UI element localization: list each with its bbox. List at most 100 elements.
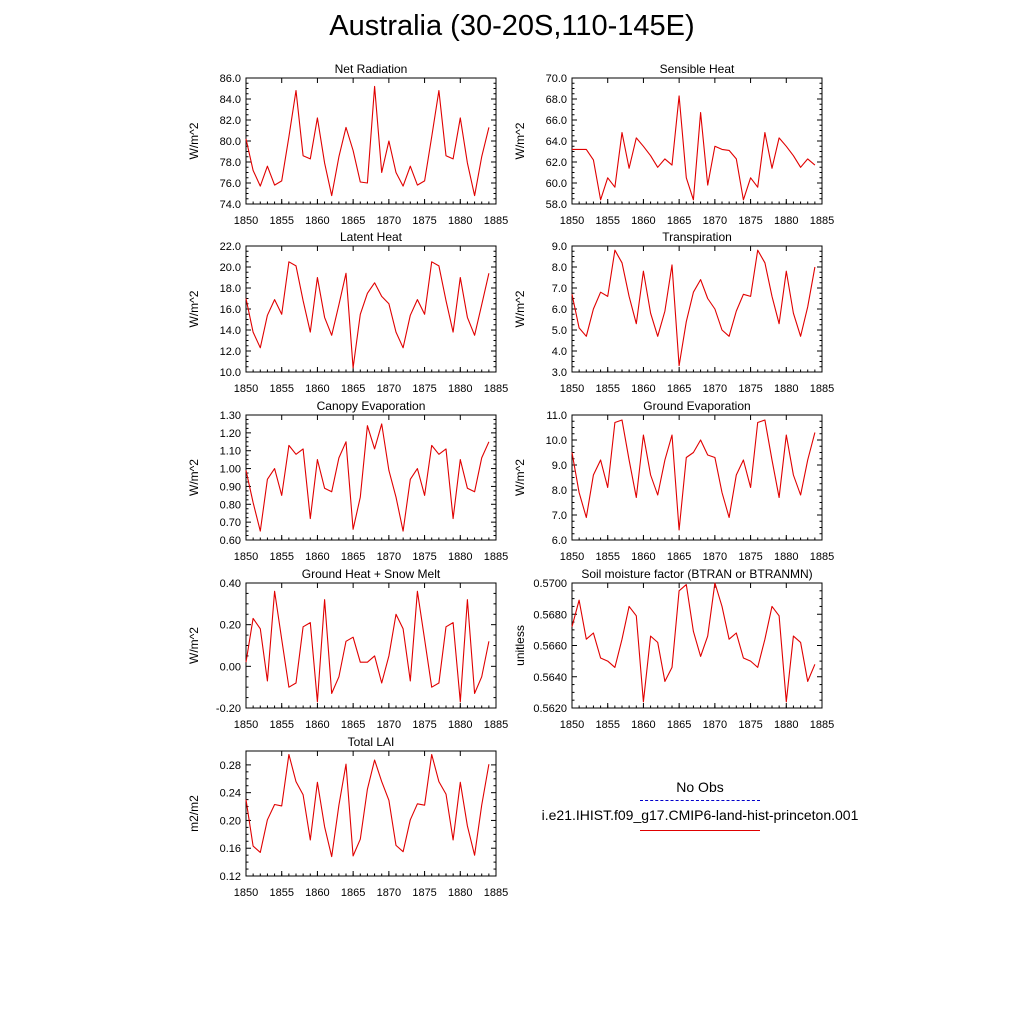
- y-tick-label: 78.0: [220, 157, 241, 169]
- series-line: [571, 249, 816, 367]
- x-tick-label: 1875: [412, 887, 436, 899]
- series-line: [245, 753, 490, 858]
- y-tick-label: 1.20: [220, 428, 241, 440]
- x-tick-label: 1860: [305, 551, 329, 563]
- x-tick-label: 1855: [595, 383, 619, 395]
- y-tick-label: 9.0: [552, 460, 567, 472]
- y-tick-label: 10.0: [546, 435, 567, 447]
- panel-2: Sensible Heat W/m^2 1850 1855 1860 1865 1870 18…: [513, 62, 834, 227]
- x-tick-label: 1880: [774, 383, 798, 395]
- panel-7: Ground Heat + Snow Melt W/m^2 1850 1855 1860…: [187, 567, 508, 731]
- x-tick-label: 1885: [484, 215, 508, 227]
- x-tick-label: 1855: [269, 887, 293, 899]
- panel-9: Total LAI m2/m2 1850 1855 1860 1865 1870 1875 18…: [187, 735, 508, 899]
- x-tick-label: 1865: [667, 383, 691, 395]
- y-tick-label: 62.0: [546, 157, 567, 169]
- x-tick-label: 1885: [810, 719, 834, 731]
- x-tick-label: 1885: [484, 719, 508, 731]
- y-axis-label: m2/m2: [187, 795, 201, 832]
- x-tick-label: 1870: [703, 383, 727, 395]
- x-tick-label: 1860: [631, 215, 655, 227]
- y-tick-label: 16.0: [220, 304, 241, 316]
- y-tick-label: 0.90: [220, 481, 241, 493]
- y-tick-label: 0.28: [220, 760, 241, 772]
- panel-3: Latent Heat W/m^2 1850 1855 1860 1865 1870 1875…: [187, 230, 508, 395]
- x-tick-label: 1855: [269, 551, 293, 563]
- x-tick-label: 1880: [448, 215, 472, 227]
- x-tick-label: 1865: [341, 215, 365, 227]
- x-tick-label: 1850: [234, 719, 258, 731]
- y-tick-label: 0.20: [220, 620, 241, 632]
- panel-title: Total LAI: [348, 735, 395, 749]
- y-tick-label: 1.00: [220, 464, 241, 476]
- x-tick-label: 1870: [377, 719, 401, 731]
- plot-frame: [245, 750, 497, 877]
- y-tick-label: 0.12: [220, 871, 241, 883]
- y-tick-label: 0.5640: [533, 672, 567, 684]
- x-tick-label: 1885: [484, 551, 508, 563]
- legend-obs-line: [640, 800, 760, 801]
- y-tick-label: 80.0: [220, 136, 241, 148]
- x-tick-label: 1855: [269, 383, 293, 395]
- x-tick-label: 1885: [484, 383, 508, 395]
- y-tick-label: 3.0: [552, 367, 567, 379]
- y-tick-label: 60.0: [546, 178, 567, 190]
- y-tick-label: 70.0: [546, 73, 567, 85]
- y-axis-label: W/m^2: [187, 459, 201, 496]
- x-tick-label: 1855: [269, 719, 293, 731]
- panel-title: Latent Heat: [340, 230, 403, 244]
- y-tick-label: 0.60: [220, 535, 241, 547]
- x-tick-label: 1860: [305, 887, 329, 899]
- series-line: [245, 590, 490, 703]
- legend-model-line: [640, 830, 760, 831]
- x-tick-label: 1855: [595, 215, 619, 227]
- x-tick-label: 1865: [667, 719, 691, 731]
- y-tick-label: 0.5620: [533, 703, 567, 715]
- x-tick-label: 1885: [484, 887, 508, 899]
- y-tick-label: 0.70: [220, 517, 241, 529]
- series-line: [245, 85, 490, 197]
- series-line: [571, 419, 816, 531]
- x-tick-label: 1865: [667, 551, 691, 563]
- x-tick-label: 1850: [560, 215, 584, 227]
- x-tick-label: 1875: [738, 719, 762, 731]
- y-tick-label: 8.0: [552, 262, 567, 274]
- y-tick-label: 0.40: [220, 578, 241, 590]
- x-tick-label: 1870: [377, 887, 401, 899]
- y-axis-label: W/m^2: [513, 122, 527, 159]
- y-tick-label: -0.20: [216, 703, 241, 715]
- y-tick-label: 86.0: [220, 73, 241, 85]
- x-tick-label: 1880: [448, 887, 472, 899]
- panel-4: Transpiration W/m^2 1850 1855 1860 1865 1870 18…: [513, 230, 834, 395]
- y-tick-label: 66.0: [546, 115, 567, 127]
- x-tick-label: 1875: [738, 215, 762, 227]
- y-tick-label: 5.0: [552, 325, 567, 337]
- panel-title: Soil moisture factor (BTRAN or BTRANMN): [581, 567, 812, 581]
- x-tick-label: 1860: [631, 719, 655, 731]
- panel-6: Ground Evaporation W/m^2 1850 1855 1860 1865 1…: [513, 399, 834, 563]
- x-tick-label: 1880: [448, 551, 472, 563]
- y-axis-label: W/m^2: [187, 627, 201, 664]
- x-tick-label: 1880: [774, 215, 798, 227]
- x-tick-label: 1865: [341, 719, 365, 731]
- panel-title: Canopy Evaporation: [317, 399, 426, 413]
- x-tick-label: 1870: [703, 551, 727, 563]
- x-tick-label: 1870: [377, 551, 401, 563]
- x-tick-label: 1875: [412, 383, 436, 395]
- x-tick-label: 1850: [234, 551, 258, 563]
- y-tick-label: 14.0: [220, 325, 241, 337]
- y-axis-label: W/m^2: [513, 290, 527, 327]
- y-tick-label: 11.0: [546, 410, 567, 422]
- y-tick-label: 1.10: [220, 446, 241, 458]
- series-line: [571, 582, 816, 703]
- y-axis-label: unitless: [513, 625, 527, 666]
- y-tick-label: 0.80: [220, 499, 241, 511]
- plot-frame: [245, 245, 497, 373]
- x-tick-label: 1875: [738, 551, 762, 563]
- panel-title: Ground Heat + Snow Melt: [302, 567, 441, 581]
- y-tick-label: 0.00: [220, 661, 241, 673]
- y-axis-label: W/m^2: [187, 290, 201, 327]
- plot-frame: [245, 582, 497, 709]
- x-tick-label: 1880: [774, 719, 798, 731]
- y-tick-label: 18.0: [220, 283, 241, 295]
